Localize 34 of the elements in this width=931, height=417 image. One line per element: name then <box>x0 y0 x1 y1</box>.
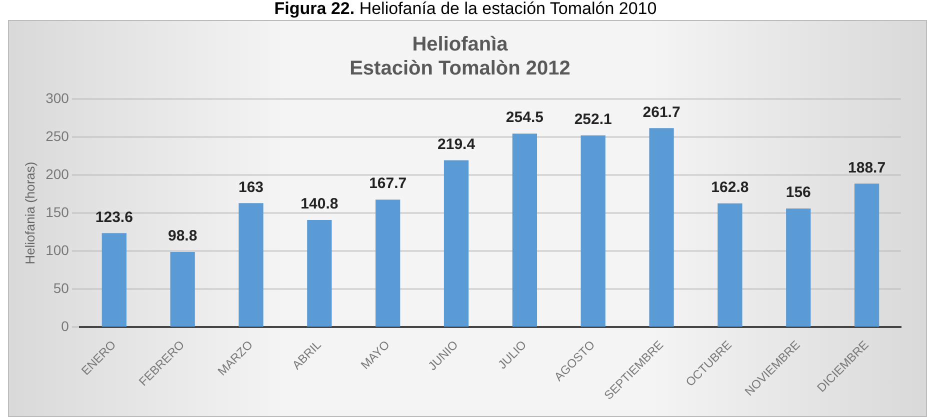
bar <box>102 233 126 327</box>
bar <box>649 128 674 327</box>
bar <box>170 252 195 327</box>
y-tick-label: 0 <box>61 318 70 334</box>
y-tick-label: 200 <box>46 166 70 182</box>
bar <box>580 135 606 327</box>
data-label: 252.1 <box>574 111 612 128</box>
y-tick-label: 300 <box>46 90 70 106</box>
bar <box>718 203 742 327</box>
data-label: 140.8 <box>300 196 338 213</box>
text: Figura 22. Heliofanía de la estación Tomalón 2010 <box>273 0 658 18</box>
data-label: 123.6 <box>95 208 133 226</box>
bar <box>444 160 469 327</box>
bar <box>854 184 880 327</box>
data-label: 219.4 <box>437 136 476 153</box>
bar <box>512 134 538 327</box>
y-tick-label: 250 <box>46 128 70 144</box>
data-label: 98.8 <box>168 228 198 245</box>
data-label: 167.7 <box>369 175 407 192</box>
data-label: 163 <box>238 178 264 196</box>
bar <box>786 208 811 327</box>
bar <box>376 200 400 327</box>
bar <box>307 220 332 327</box>
y-tick-label: 150 <box>46 204 70 220</box>
data-label: 261.7 <box>642 104 680 121</box>
data-label: 254.5 <box>506 109 544 126</box>
data-label: 188.7 <box>848 159 886 176</box>
chart-title: Heliofanìa Estaciòn Tomalòn 2012 <box>350 34 570 80</box>
y-axis-title: Heliofania (horas) <box>22 162 38 264</box>
bar <box>238 203 264 327</box>
data-label: 156 <box>786 184 811 202</box>
data-label: 162.8 <box>711 178 749 196</box>
y-tick-label: 50 <box>53 280 70 296</box>
y-tick-label: 100 <box>46 242 70 258</box>
